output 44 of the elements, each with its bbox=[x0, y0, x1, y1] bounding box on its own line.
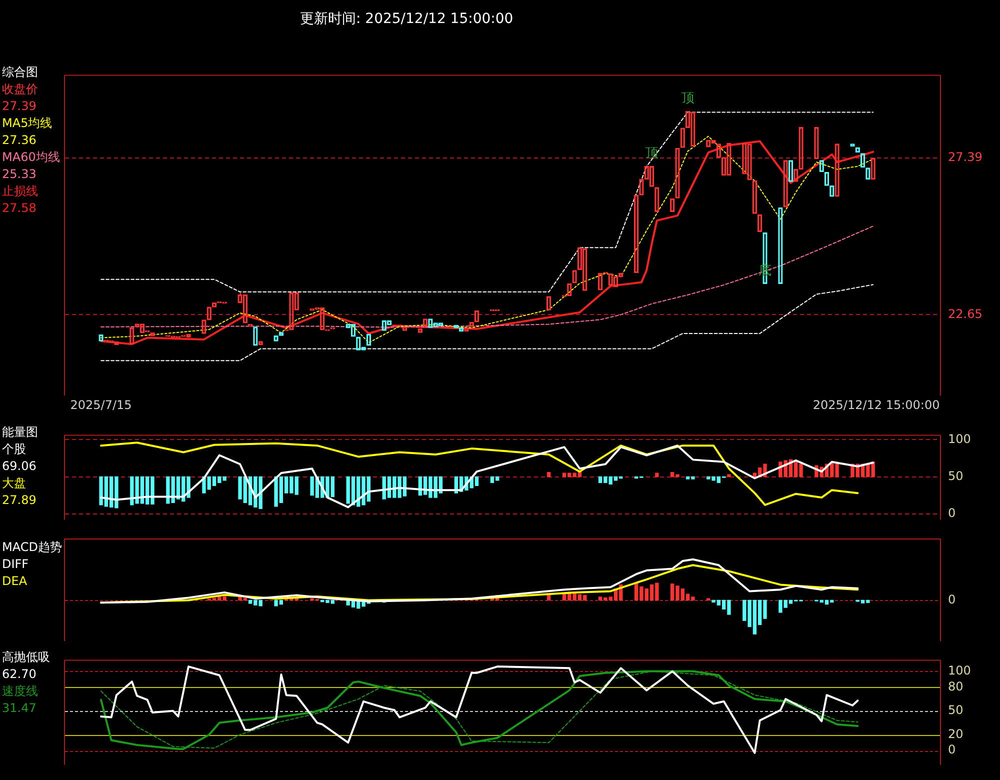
text: 27.89 bbox=[2, 492, 38, 509]
x-tick-label: 2025/12/12 15:00:00 bbox=[812, 398, 940, 412]
legend-title: MACD趋势 bbox=[2, 539, 63, 556]
bar bbox=[727, 474, 731, 478]
y-tick-label: 0 bbox=[948, 742, 956, 757]
text: 个股 bbox=[2, 441, 27, 458]
legend-title: 能量图 bbox=[2, 424, 39, 441]
line-series bbox=[100, 284, 874, 362]
y-tick-label: 80 bbox=[948, 679, 964, 694]
text: 27.39 bbox=[2, 98, 38, 115]
line-series bbox=[100, 112, 874, 292]
text: 69.06 bbox=[2, 458, 38, 475]
text: 62.70 bbox=[2, 666, 38, 683]
text: MA60均线 bbox=[2, 149, 61, 166]
legend-title: 综合图 bbox=[2, 64, 39, 81]
annotation: 顶 bbox=[645, 146, 658, 162]
line-series bbox=[100, 226, 874, 328]
bar bbox=[655, 472, 659, 478]
y-tick-label: 100 bbox=[948, 432, 971, 446]
y-tick-label: 50 bbox=[948, 468, 964, 483]
bar bbox=[706, 598, 710, 601]
text: 25.33 bbox=[2, 166, 38, 183]
y-tick-label: 20 bbox=[948, 726, 964, 741]
candlestick bbox=[248, 324, 253, 327]
text: DIFF bbox=[2, 556, 30, 573]
text: DEA bbox=[2, 573, 28, 590]
text: 收盘价 bbox=[2, 81, 39, 98]
y-tick-label: 22.65 bbox=[948, 306, 982, 321]
y-tick-label: 50 bbox=[948, 703, 964, 718]
text: 高抛低吸 bbox=[2, 649, 51, 666]
y-tick-label: 100 bbox=[948, 663, 971, 678]
text: 大盘 bbox=[2, 475, 27, 492]
y-tick-label: 0 bbox=[948, 506, 956, 520]
text: 速度线 bbox=[2, 683, 39, 700]
text: 27.58 bbox=[2, 200, 38, 217]
annotation: 顶 bbox=[681, 91, 694, 106]
text: 27.36 bbox=[2, 132, 38, 149]
text: 止损线 bbox=[2, 183, 39, 200]
bar bbox=[546, 472, 551, 478]
text: 31.47 bbox=[2, 700, 38, 717]
y-tick-label: 27.39 bbox=[948, 150, 982, 164]
text: MA5均线 bbox=[2, 115, 54, 132]
x-tick-label: 2025/7/15 bbox=[70, 398, 132, 412]
chart-title: 更新时间: 2025/12/12 15:00:00 bbox=[300, 10, 514, 28]
